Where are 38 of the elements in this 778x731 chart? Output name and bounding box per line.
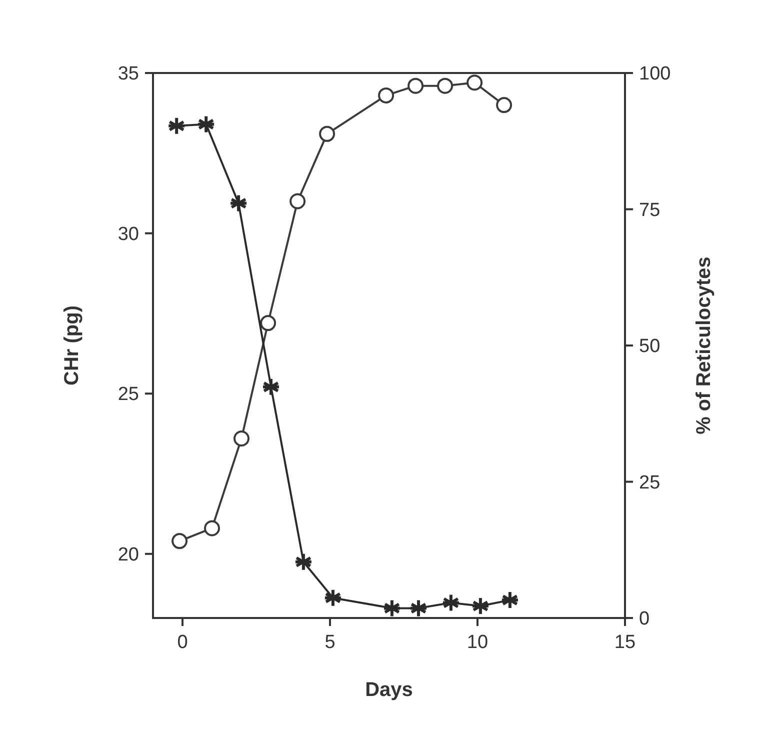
y-axis-title: CHr (pg) xyxy=(61,306,83,386)
y2-tick-label: 75 xyxy=(639,200,660,221)
y-tick-label: 20 xyxy=(118,544,139,566)
point xyxy=(260,315,276,332)
point xyxy=(382,598,402,618)
y2-tick-label: 100 xyxy=(639,64,671,85)
point xyxy=(290,193,306,210)
y-tick-label: 35 xyxy=(118,64,139,85)
x-tick-label: 10 xyxy=(466,632,488,653)
point xyxy=(172,533,188,550)
point xyxy=(470,596,490,616)
y2-axis-title: % of Reticulocytes xyxy=(693,256,715,434)
y-tick-label: 25 xyxy=(118,384,139,406)
y-tick-label: 30 xyxy=(118,224,139,245)
point xyxy=(466,74,483,91)
point xyxy=(409,598,428,618)
point xyxy=(323,588,342,608)
point xyxy=(204,520,220,536)
point xyxy=(378,87,394,104)
point xyxy=(441,593,460,612)
x-tick-label: 0 xyxy=(177,632,188,653)
y2-tick-label: 25 xyxy=(639,472,660,494)
point xyxy=(319,126,336,142)
point xyxy=(408,78,424,94)
point xyxy=(234,430,250,446)
point xyxy=(500,590,520,610)
point xyxy=(229,194,248,213)
point xyxy=(196,114,216,134)
y2-tick-label: 50 xyxy=(639,336,660,358)
point xyxy=(437,78,454,94)
point xyxy=(496,97,512,114)
x-tick-label: 15 xyxy=(614,632,636,653)
point xyxy=(262,377,280,396)
point xyxy=(294,552,313,572)
x-tick-label: 5 xyxy=(324,632,336,653)
x-axis-title: Days xyxy=(365,679,413,701)
y2-tick-label: 0 xyxy=(639,608,650,630)
point xyxy=(167,116,186,136)
